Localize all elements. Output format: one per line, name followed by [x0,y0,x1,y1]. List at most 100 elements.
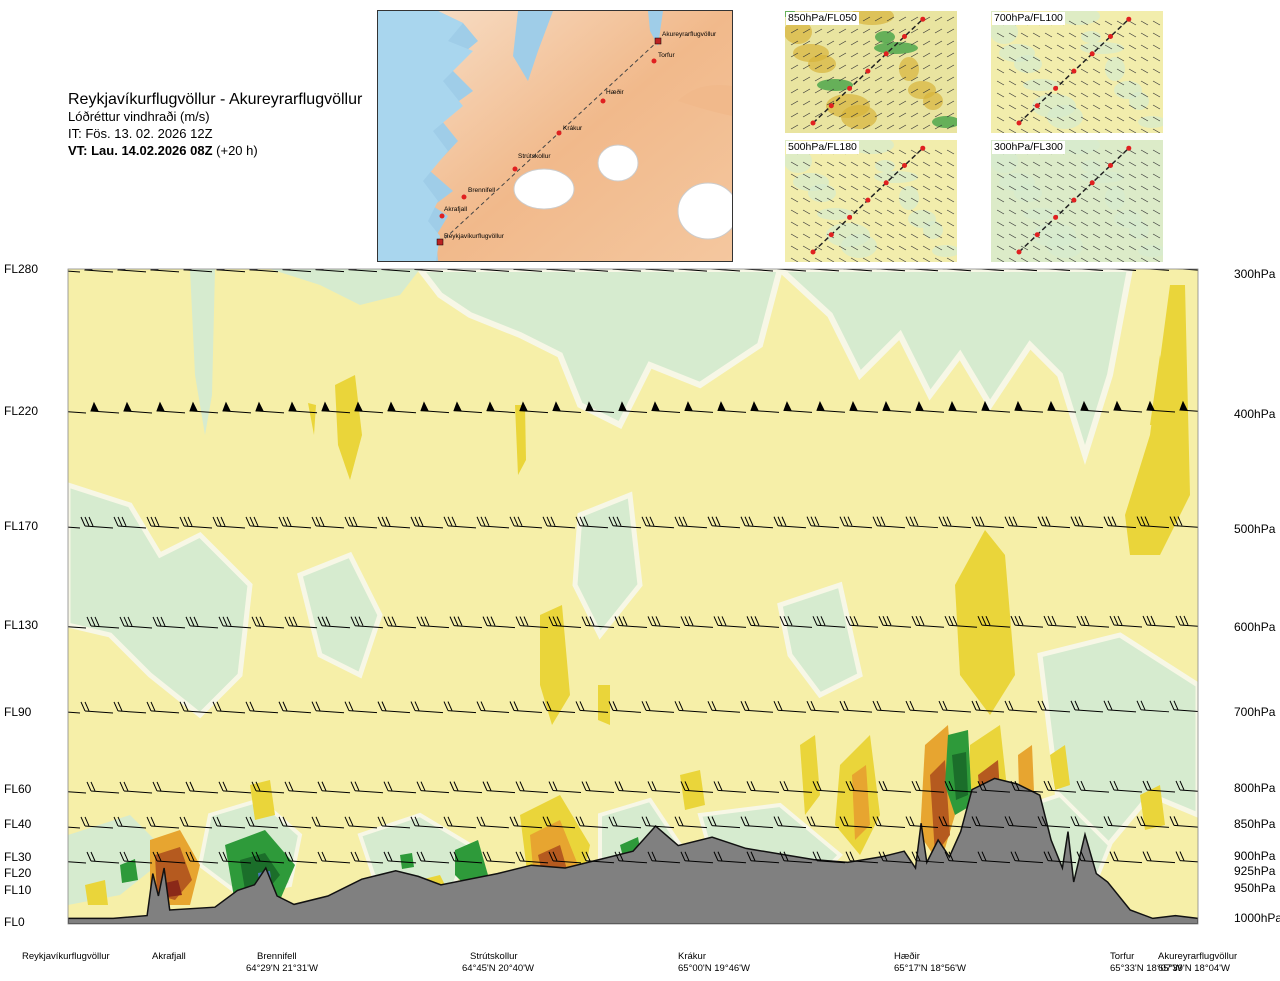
wind-barb-feather [977,615,983,626]
wind-barb-feather [185,851,191,862]
wind-barb-feather [86,851,92,862]
panel-wind-barb [1116,44,1125,50]
wind-barb-shaft [843,709,873,713]
panel-wind-barb [1116,68,1125,74]
wind-barb-shaft [684,860,714,864]
panel-wind-barb [910,197,919,203]
panel-wind-barb [1044,197,1053,203]
panel-wind-barb [874,76,883,82]
wind-barb-feather [1047,615,1053,626]
wind-barb-shaft [876,709,906,713]
wind-barb-feather [222,851,228,862]
wind-barb-shaft [783,624,813,628]
wind-barb-feather [259,616,265,627]
wind-barb-shaft [486,625,516,629]
wind-barb-shaft [156,625,186,629]
wind-barb-feather [391,616,397,626]
wind-barb-feather [160,616,166,627]
panel-wind-barb [910,221,919,227]
panel-wind-barb [886,185,895,191]
wind-barb-pennant [678,269,687,270]
panel-wind-barb [1044,173,1053,179]
wind-barb-feather [451,516,457,527]
panel-field [1023,79,1059,91]
wind-barb-pennant [189,401,198,412]
panel-wind-barb [946,149,955,155]
pressure-label: 600hPa [1234,620,1276,634]
wind-barb-feather [84,701,90,712]
panel-wind-barb [1104,92,1113,98]
wind-barb-feather [284,851,290,862]
wind-barb-feather [519,781,525,791]
wind-barb-feather [581,851,587,862]
panel-wind-barb [802,64,811,70]
panel-wind-barb [790,185,799,191]
wind-barb-feather [193,616,199,627]
panel-wind-barb [1008,245,1017,251]
wind-barb-shaft [843,525,873,529]
wind-barb-feather [414,701,420,711]
panel-wind-barb [1128,161,1137,167]
panel-wind-barb [1068,185,1077,191]
wind-barb-feather [915,781,921,791]
panel-wind-barb [850,173,859,179]
panel-wind-barb [1104,68,1113,74]
wind-barb-feather [480,816,486,826]
panel-wind-barb [1044,245,1053,251]
wind-barb-feather [647,781,653,791]
wind-barb-feather [381,816,387,827]
wind-barb-feather [1109,615,1115,626]
wind-barb-shaft [255,625,285,629]
wind-barb-shaft [816,789,846,793]
wind-barb-feather [542,816,548,826]
panel-wind-barb [910,173,919,179]
wind-barb-feather [674,701,680,711]
panel-wind-barb [1032,80,1041,86]
wind-barb-shaft [183,825,213,829]
wind-barb-feather [1173,700,1179,710]
panel-station-dot [902,163,907,168]
wind-barb-feather [119,781,125,792]
wind-barb-feather [416,616,422,626]
wind-barb-feather [783,616,789,626]
wind-barb-shaft [117,525,147,529]
panel-wind-barb [874,209,883,215]
wind-barb-shaft [1173,525,1198,528]
wind-barb-feather [787,616,793,626]
wind-barb-feather [1041,700,1047,711]
wind-barb-feather [651,616,657,626]
wind-barb-feather [618,781,624,791]
panel-wind-barb [790,161,799,167]
panel-wind-barb [910,209,919,215]
wind-barb-feather [781,516,787,526]
wind-barb-shaft [68,826,81,829]
wind-barb-shaft [453,625,483,629]
wind-barb-pennant [288,401,297,412]
wind-barb-feather [816,616,822,626]
wind-barb-shaft [552,790,582,794]
wind-barb-feather [971,700,977,711]
wind-barb-pennant [1041,269,1050,270]
wind-barb-feather [1041,816,1047,826]
wind-barb-shaft [882,860,912,864]
wind-barb-feather [416,781,422,791]
wind-barb-feather [783,781,789,791]
wind-barb-feather [612,516,618,526]
panel-wind-barb [814,221,823,227]
wind-barb-pennant [90,401,99,412]
wind-barb-feather [416,851,422,862]
wind-barb-feather [608,816,614,826]
panel-wind-barb [1128,257,1137,262]
panel-station-dot [1126,16,1132,22]
panel-wind-barb [1044,257,1053,262]
wind-barb-shaft [414,525,444,529]
wind-barb-feather [816,781,822,791]
wind-barb-feather [1074,816,1080,826]
panel-field [1105,186,1125,210]
panel-wind-barb [1032,161,1041,167]
wind-barb-feather [354,616,360,626]
panel-wind-barb [862,221,871,227]
panel-wind-barb [934,257,943,262]
station-akureyri: Akureyrarflugvöllur 65°39'N 18°04'W [1158,951,1237,975]
wind-barb-feather [905,700,911,711]
